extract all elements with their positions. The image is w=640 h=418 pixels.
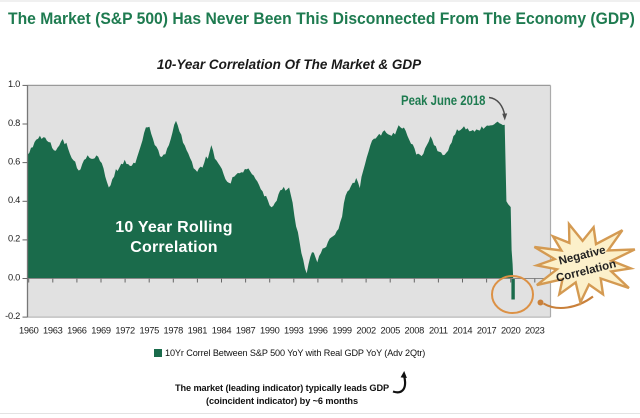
svg-text:2014: 2014 (453, 326, 473, 336)
svg-text:1.0: 1.0 (8, 79, 20, 89)
svg-text:1990: 1990 (260, 326, 280, 336)
svg-text:0.0: 0.0 (8, 272, 20, 282)
svg-text:1963: 1963 (43, 326, 63, 336)
svg-text:2011: 2011 (429, 326, 448, 336)
svg-text:1981: 1981 (188, 326, 208, 336)
svg-text:0.8: 0.8 (8, 118, 20, 128)
svg-text:1999: 1999 (332, 326, 352, 336)
svg-text:2005: 2005 (380, 326, 400, 336)
svg-text:1978: 1978 (164, 326, 184, 336)
svg-text:1987: 1987 (236, 326, 256, 336)
svg-text:0.2: 0.2 (8, 234, 20, 244)
svg-text:2002: 2002 (356, 326, 376, 336)
svg-text:2008: 2008 (405, 326, 425, 336)
svg-text:2017: 2017 (477, 326, 497, 336)
svg-text:1969: 1969 (91, 326, 111, 336)
svg-text:1975: 1975 (139, 326, 159, 336)
svg-text:1960: 1960 (19, 326, 39, 336)
svg-text:1996: 1996 (308, 326, 328, 336)
svg-text:2023: 2023 (525, 326, 545, 336)
svg-text:2020: 2020 (501, 326, 521, 336)
svg-text:0.4: 0.4 (8, 195, 20, 205)
svg-text:1966: 1966 (67, 326, 87, 336)
svg-text:-0.2: -0.2 (5, 311, 20, 321)
svg-text:1993: 1993 (284, 326, 304, 336)
svg-text:1972: 1972 (115, 326, 135, 336)
svg-text:Peak June 2018: Peak June 2018 (401, 93, 486, 108)
svg-text:0.6: 0.6 (8, 156, 20, 166)
svg-text:1984: 1984 (212, 326, 232, 336)
